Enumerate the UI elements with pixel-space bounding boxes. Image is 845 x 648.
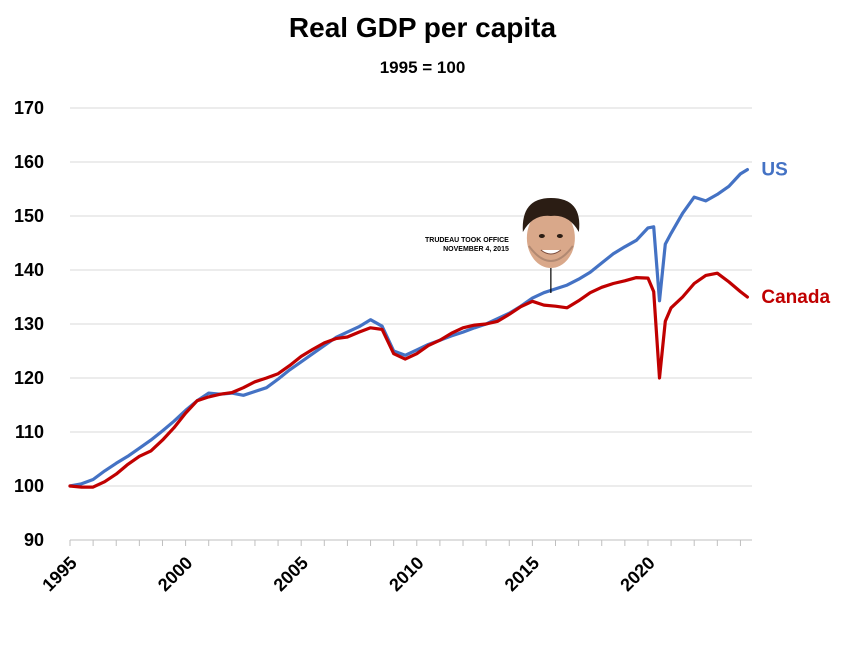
gridlines — [70, 107, 752, 541]
annotation-text-line1: TRUDEAU TOOK OFFICE — [425, 237, 509, 244]
x-tick-label: 2015 — [501, 553, 543, 595]
y-tick-label: 150 — [14, 206, 44, 226]
y-tick-label: 160 — [14, 152, 44, 172]
series-labels: US Canada — [761, 160, 830, 308]
y-tick-label: 130 — [14, 314, 44, 334]
x-tick-label: 2010 — [385, 553, 427, 595]
y-tick-label: 90 — [24, 530, 44, 550]
chart-title: Real GDP per capita — [288, 12, 557, 43]
x-axis: 1995 2000 2005 2010 2015 2020 — [38, 540, 741, 595]
x-tick-label: 2005 — [270, 553, 312, 595]
series-line-canada — [68, 271, 749, 489]
y-tick-label: 120 — [14, 368, 44, 388]
series-line-us — [68, 168, 749, 488]
series-label-us: US — [761, 160, 787, 181]
series-label-canada: Canada — [761, 287, 830, 308]
x-tick-label: 1995 — [38, 553, 80, 595]
portrait-image — [522, 198, 580, 268]
y-tick-label: 110 — [15, 422, 44, 442]
series-lines — [68, 168, 749, 489]
trudeau-annotation: TRUDEAU TOOK OFFICE NOVEMBER 4, 2015 — [425, 198, 580, 293]
x-tick-label: 2000 — [154, 553, 196, 595]
y-tick-label: 170 — [14, 98, 44, 118]
y-tick-label: 140 — [14, 260, 44, 280]
chart-subtitle: 1995 = 100 — [379, 58, 466, 77]
y-tick-label: 100 — [14, 476, 44, 496]
x-tick-label: 2020 — [616, 553, 658, 595]
annotation-text-line2: NOVEMBER 4, 2015 — [443, 246, 509, 253]
y-axis-ticks: 90 100 110 120 130 140 150 160 170 — [14, 98, 44, 550]
